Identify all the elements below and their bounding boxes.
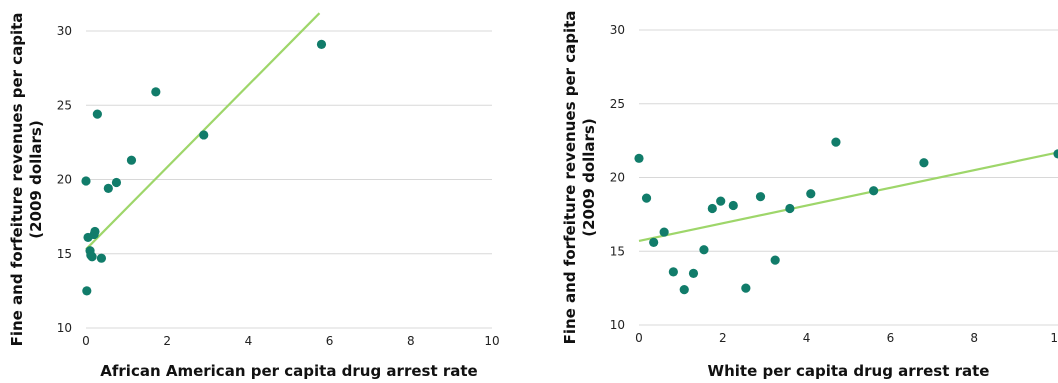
y-tick-label: 20 <box>610 171 625 185</box>
data-point <box>770 255 780 265</box>
data-point <box>919 158 929 168</box>
data-point <box>668 267 678 277</box>
data-point <box>87 252 97 262</box>
data-point <box>649 237 659 247</box>
data-point <box>151 87 161 97</box>
y-tick-label: 10 <box>57 321 72 335</box>
data-point <box>716 196 726 206</box>
data-point <box>90 226 100 237</box>
chart-panel-white: 10 15 20 25 30 0 2 4 6 8 10 White per capita drug a… <box>529 0 1058 383</box>
data-point <box>92 109 102 119</box>
data-point <box>126 155 137 165</box>
y-axis-title-line1: Fine and forfeiture revenues per capita <box>561 11 579 345</box>
data-point <box>679 285 689 295</box>
x-axis-title: African American per capita drug arrest … <box>100 362 477 380</box>
data-point <box>699 245 709 255</box>
y-axis-title-line2: (2009 dollars) <box>27 120 45 238</box>
x-tick-label: 8 <box>407 334 415 348</box>
y-tick-label: 20 <box>57 173 72 187</box>
y-tick-label: 15 <box>57 247 72 261</box>
data-point <box>785 203 795 214</box>
data-point <box>741 283 751 293</box>
data-point <box>81 176 91 186</box>
x-tick-label: 4 <box>245 334 253 348</box>
x-tick-label: 10 <box>484 334 499 348</box>
scatter-chart-white: 10 15 20 25 30 0 2 4 6 8 10 White per capita drug a… <box>561 11 1058 380</box>
data-point <box>111 177 122 188</box>
trendline <box>638 151 1058 243</box>
data-point <box>806 189 816 199</box>
data-point <box>659 227 669 237</box>
data-point <box>199 130 209 140</box>
x-tick-label: 6 <box>887 331 895 345</box>
data-point <box>1053 149 1058 159</box>
x-tick-label: 0 <box>635 331 643 345</box>
y-tick-label: 15 <box>610 244 625 258</box>
data-point <box>728 200 738 211</box>
x-tick-label: 8 <box>970 331 978 345</box>
data-point <box>641 193 652 203</box>
data-point <box>755 192 766 202</box>
data-point <box>96 253 107 263</box>
y-tick-label: 25 <box>610 97 625 111</box>
data-point <box>316 39 327 49</box>
data-point <box>103 183 113 194</box>
data-point <box>831 137 841 147</box>
y-axis-title-line1: Fine and forfeiture revenues per capita <box>8 13 26 347</box>
y-axis-title-line2: (2009 dollars) <box>580 118 598 236</box>
data-point <box>82 286 92 296</box>
data-point <box>869 186 879 196</box>
x-tick-label: 4 <box>803 331 811 345</box>
x-tick-label: 2 <box>719 331 727 345</box>
x-tick-label: 2 <box>163 334 171 348</box>
y-tick-label: 30 <box>610 23 625 37</box>
y-tick-label: 10 <box>610 318 625 332</box>
y-tick-label: 25 <box>57 98 72 112</box>
data-point <box>688 268 699 278</box>
x-tick-label: 10 <box>1050 331 1058 345</box>
x-tick-label: 6 <box>326 334 334 348</box>
x-axis-title: White per capita drug arrest rate <box>708 362 990 380</box>
data-point <box>634 153 644 163</box>
data-point <box>707 203 717 214</box>
x-tick-label: 0 <box>82 334 90 348</box>
y-tick-label: 30 <box>57 24 72 38</box>
scatter-chart-african-american: 10 15 20 25 30 0 2 4 6 8 10 African American per ca… <box>8 12 500 380</box>
chart-panel-african-american: 10 15 20 25 30 0 2 4 6 8 10 African American per ca… <box>8 12 500 380</box>
